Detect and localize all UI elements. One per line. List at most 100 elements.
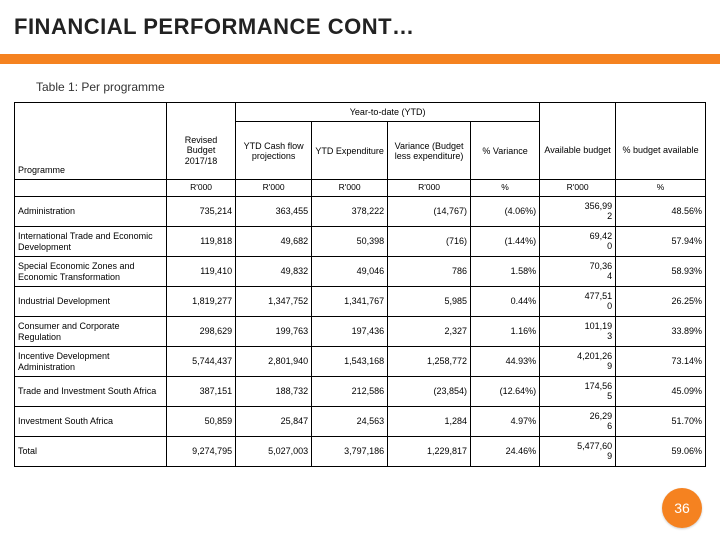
row-label: Consumer and Corporate Regulation	[15, 317, 167, 347]
row-cashflow: 25,847	[236, 407, 312, 437]
row-available: 174,565	[540, 377, 616, 407]
row-cashflow: 49,682	[236, 227, 312, 257]
row-pct-available: 48.56%	[616, 197, 706, 227]
row-revised: 735,214	[167, 197, 236, 227]
col-available: Available budget	[540, 122, 616, 180]
unit-expenditure: R'000	[312, 180, 388, 197]
blank-cell	[167, 103, 236, 122]
table-row: Incentive Development Administration5,74…	[15, 347, 706, 377]
row-variance: (23,854)	[388, 377, 471, 407]
slide-title: FINANCIAL PERFORMANCE CONT…	[0, 0, 720, 40]
row-cashflow: 5,027,003	[236, 437, 312, 467]
col-pct-available: % budget available	[616, 122, 706, 180]
row-pct-available: 57.94%	[616, 227, 706, 257]
row-expenditure: 197,436	[312, 317, 388, 347]
ytd-header-row: Year-to-date (YTD)	[15, 103, 706, 122]
row-label: International Trade and Economic Develop…	[15, 227, 167, 257]
row-revised: 387,151	[167, 377, 236, 407]
unit-variance: R'000	[388, 180, 471, 197]
row-label: Industrial Development	[15, 287, 167, 317]
row-revised: 9,274,795	[167, 437, 236, 467]
row-variance: 1,229,817	[388, 437, 471, 467]
row-variance: (716)	[388, 227, 471, 257]
table-row: Administration735,214363,455378,222(14,7…	[15, 197, 706, 227]
page-number-badge: 36	[662, 488, 702, 528]
units-row: R'000 R'000 R'000 R'000 % R'000 %	[15, 180, 706, 197]
row-label: Administration	[15, 197, 167, 227]
row-pct-variance: 0.44%	[471, 287, 540, 317]
row-pct-variance: (1.44%)	[471, 227, 540, 257]
row-pct-variance: (4.06%)	[471, 197, 540, 227]
row-variance: 1,258,772	[388, 347, 471, 377]
accent-bar	[0, 54, 720, 64]
row-expenditure: 1,341,767	[312, 287, 388, 317]
row-cashflow: 188,732	[236, 377, 312, 407]
unit-programme	[15, 180, 167, 197]
row-variance: 786	[388, 257, 471, 287]
row-expenditure: 3,797,186	[312, 437, 388, 467]
row-pct-available: 59.06%	[616, 437, 706, 467]
row-pct-variance: 24.46%	[471, 437, 540, 467]
unit-cashflow: R'000	[236, 180, 312, 197]
row-expenditure: 1,543,168	[312, 347, 388, 377]
row-pct-available: 33.89%	[616, 317, 706, 347]
row-variance: 1,284	[388, 407, 471, 437]
row-pct-available: 73.14%	[616, 347, 706, 377]
table-row: Consumer and Corporate Regulation298,629…	[15, 317, 706, 347]
blank-cell	[616, 103, 706, 122]
col-pct-variance: % Variance	[471, 122, 540, 180]
row-available: 26,296	[540, 407, 616, 437]
row-cashflow: 1,347,752	[236, 287, 312, 317]
row-label: Total	[15, 437, 167, 467]
row-expenditure: 24,563	[312, 407, 388, 437]
row-pct-available: 45.09%	[616, 377, 706, 407]
row-pct-variance: 1.58%	[471, 257, 540, 287]
row-cashflow: 199,763	[236, 317, 312, 347]
col-expenditure: YTD Expenditure	[312, 122, 388, 180]
row-revised: 1,819,277	[167, 287, 236, 317]
col-programme: Programme	[15, 122, 167, 180]
col-revised: Revised Budget 2017/18	[167, 122, 236, 180]
unit-revised: R'000	[167, 180, 236, 197]
unit-available: R'000	[540, 180, 616, 197]
row-revised: 119,818	[167, 227, 236, 257]
row-expenditure: 212,586	[312, 377, 388, 407]
table-row: International Trade and Economic Develop…	[15, 227, 706, 257]
row-pct-variance: 1.16%	[471, 317, 540, 347]
row-available: 5,477,609	[540, 437, 616, 467]
row-available: 356,992	[540, 197, 616, 227]
unit-pct-variance: %	[471, 180, 540, 197]
unit-pct-available: %	[616, 180, 706, 197]
column-header-row: Programme Revised Budget 2017/18 YTD Cas…	[15, 122, 706, 180]
row-label: Special Economic Zones and Economic Tran…	[15, 257, 167, 287]
row-pct-variance: 4.97%	[471, 407, 540, 437]
row-pct-available: 58.93%	[616, 257, 706, 287]
row-pct-available: 26.25%	[616, 287, 706, 317]
row-label: Trade and Investment South Africa	[15, 377, 167, 407]
row-available: 477,510	[540, 287, 616, 317]
row-revised: 119,410	[167, 257, 236, 287]
row-expenditure: 49,046	[312, 257, 388, 287]
row-available: 69,420	[540, 227, 616, 257]
row-variance: 5,985	[388, 287, 471, 317]
row-label: Investment South Africa	[15, 407, 167, 437]
col-variance: Variance (Budget less expenditure)	[388, 122, 471, 180]
table-row: Total9,274,7955,027,0033,797,1861,229,81…	[15, 437, 706, 467]
title-bar: FINANCIAL PERFORMANCE CONT…	[0, 0, 720, 54]
row-expenditure: 378,222	[312, 197, 388, 227]
table-wrapper: Year-to-date (YTD) Programme Revised Bud…	[0, 102, 720, 467]
row-pct-variance: (12.64%)	[471, 377, 540, 407]
table-caption: Table 1: Per programme	[0, 64, 720, 102]
row-available: 4,201,269	[540, 347, 616, 377]
row-variance: 2,327	[388, 317, 471, 347]
table-row: Special Economic Zones and Economic Tran…	[15, 257, 706, 287]
row-pct-variance: 44.93%	[471, 347, 540, 377]
row-cashflow: 49,832	[236, 257, 312, 287]
row-label: Incentive Development Administration	[15, 347, 167, 377]
ytd-span-header: Year-to-date (YTD)	[236, 103, 540, 122]
table-row: Investment South Africa50,85925,84724,56…	[15, 407, 706, 437]
performance-table: Year-to-date (YTD) Programme Revised Bud…	[14, 102, 706, 467]
table-row: Industrial Development1,819,2771,347,752…	[15, 287, 706, 317]
row-expenditure: 50,398	[312, 227, 388, 257]
blank-cell	[15, 103, 167, 122]
